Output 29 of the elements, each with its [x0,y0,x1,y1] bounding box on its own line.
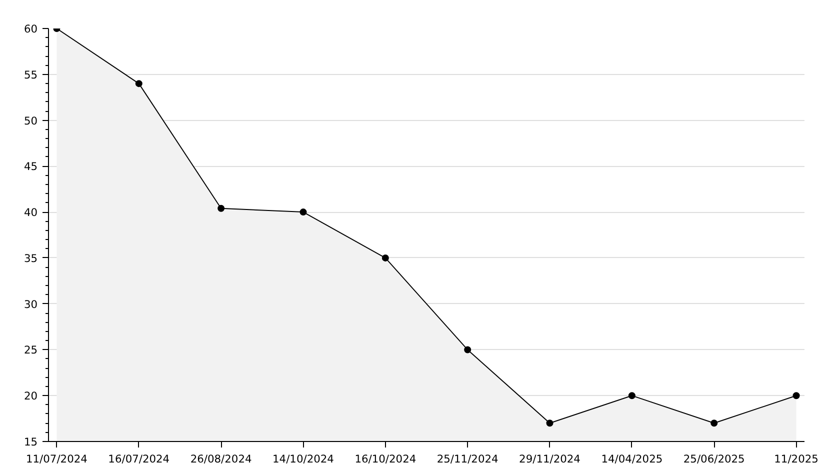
x-tick-label: 14/10/2024 [272,452,334,466]
x-tick-label: 11/2025 [774,452,818,466]
x-tick-label: 11/07/2024 [26,452,88,466]
y-tick-label: 50 [24,114,38,128]
y-tick-label: 30 [24,298,38,311]
x-tick-label: 25/06/2025 [683,452,745,466]
point [218,204,225,212]
point [300,208,307,216]
point [710,420,718,427]
x-tick-label: 29/11/2024 [519,452,581,466]
x-tick-label: 25/11/2024 [436,452,499,466]
y-tick-label: 25 [24,344,38,357]
point [628,392,636,400]
y-tick-label: 35 [24,252,38,265]
point [792,392,800,400]
point [464,346,472,354]
y-tick-label: 45 [24,160,38,174]
y-tick-label: 60 [24,22,38,36]
point [382,254,389,262]
y-tick-label: 55 [24,68,38,82]
y-tick-label: 40 [24,206,38,220]
point [546,420,554,427]
x-tick-label: 14/04/2025 [601,452,663,466]
x-tick-label: 16/10/2024 [354,452,416,466]
y-tick-label: 20 [24,390,38,403]
x-tick-label: 26/08/2024 [190,452,252,466]
point [135,80,142,88]
x-tick-label: 16/07/2024 [108,452,170,466]
y-tick-label: 15 [24,436,38,448]
